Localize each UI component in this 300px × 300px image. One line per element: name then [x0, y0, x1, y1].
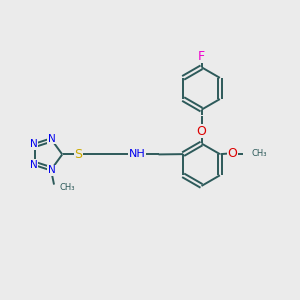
- Text: CH₃: CH₃: [59, 183, 75, 192]
- Text: N: N: [29, 160, 37, 170]
- Text: CH₃: CH₃: [251, 149, 267, 158]
- Text: O: O: [196, 125, 206, 138]
- Text: N: N: [48, 165, 56, 175]
- Text: F: F: [198, 50, 205, 63]
- Text: NH: NH: [129, 149, 146, 159]
- Text: N: N: [29, 139, 37, 149]
- Text: O: O: [227, 147, 237, 160]
- Text: S: S: [74, 148, 83, 161]
- Text: N: N: [48, 134, 56, 144]
